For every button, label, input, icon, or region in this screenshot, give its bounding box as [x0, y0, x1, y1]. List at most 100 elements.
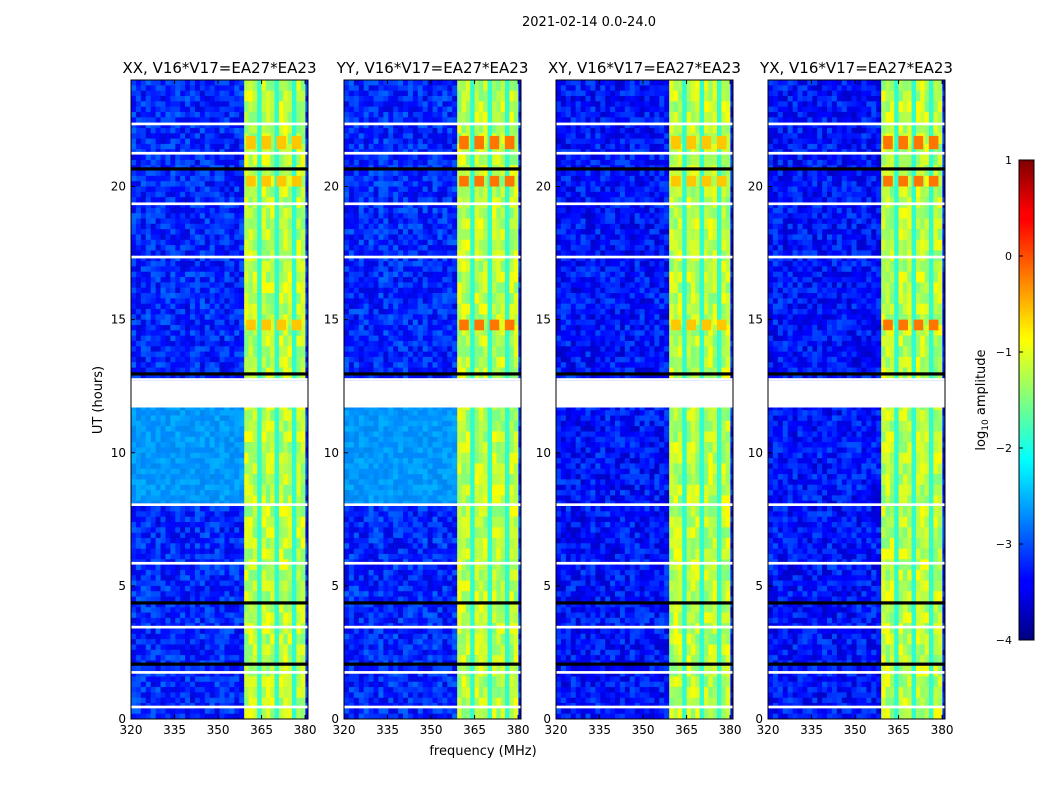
rfi-cell: [257, 410, 262, 422]
heatmap-cell: [140, 564, 147, 571]
heatmap-cell: [209, 106, 215, 113]
heatmap-cell: [219, 340, 225, 347]
heatmap-cell: [150, 521, 156, 528]
rfi-cell: [248, 186, 254, 198]
heatmap-cell: [145, 607, 151, 613]
heatmap-cell: [135, 372, 142, 379]
heatmap-cell: [190, 314, 196, 320]
heatmap-cell: [150, 516, 156, 523]
rfi-cell: [283, 207, 288, 219]
heatmap-cell: [145, 255, 151, 262]
heatmap-cell: [145, 372, 151, 379]
rfi-cell: [257, 708, 262, 720]
heatmap-cell: [239, 223, 245, 230]
heatmap-cell: [145, 170, 151, 177]
rfi-cell: [292, 261, 297, 272]
rfi-cell: [283, 548, 288, 560]
heatmap-cell: [214, 218, 220, 225]
heatmap-cell: [224, 596, 230, 603]
heatmap-cell: [155, 665, 161, 672]
heatmap-cell: [229, 101, 235, 107]
heatmap-cell: [219, 633, 225, 640]
heatmap-cell: [190, 692, 196, 698]
heatmap-cell: [135, 367, 142, 374]
heatmap-cell: [194, 95, 201, 102]
heatmap-cell: [175, 527, 181, 533]
heatmap-cell: [175, 612, 181, 619]
heatmap-cell: [170, 266, 176, 272]
heatmap-cell: [224, 516, 230, 523]
rfi-cell: [257, 314, 262, 326]
heatmap-cell: [224, 543, 230, 549]
heatmap-cell: [199, 234, 206, 241]
heatmap-cell: [214, 138, 220, 145]
heatmap-cell: [214, 527, 220, 533]
rfi-cell: [274, 612, 280, 624]
heatmap-cell: [209, 202, 215, 209]
heatmap-cell: [155, 713, 161, 720]
heatmap-cell: [150, 127, 156, 134]
heatmap-cell: [303, 181, 309, 187]
heatmap-cell: [190, 601, 196, 608]
heatmap-cell: [155, 649, 161, 656]
heatmap-cell: [185, 569, 191, 576]
heatmap-cell: [190, 543, 196, 549]
heatmap-cell: [140, 234, 147, 241]
heatmap-cell: [170, 649, 176, 656]
heatmap-cell: [150, 175, 156, 182]
rfi-cell: [257, 90, 262, 102]
heatmap-cell: [214, 532, 220, 539]
heatmap-cell: [229, 708, 235, 714]
heatmap-cell: [185, 639, 191, 645]
heatmap-cell: [150, 665, 156, 672]
heatmap-cell: [135, 713, 142, 720]
heatmap-cell: [229, 133, 235, 139]
rfi-cell: [287, 218, 293, 230]
heatmap-cell: [170, 106, 176, 113]
heatmap-cell: [160, 143, 166, 150]
heatmap-cell: [140, 596, 147, 603]
rfi-cell: [265, 580, 271, 592]
heatmap-cell: [209, 111, 215, 118]
heatmap-cell: [204, 85, 210, 91]
rfi-cell: [248, 676, 254, 688]
heatmap-cell: [150, 202, 156, 209]
heatmap-cell: [155, 223, 161, 230]
heatmap-cell: [214, 617, 220, 624]
heatmap-cell: [140, 516, 147, 523]
heatmap-cell: [180, 266, 186, 272]
rfi-cell: [283, 559, 288, 571]
heatmap-cell: [199, 319, 206, 326]
heatmap-cell: [175, 122, 181, 129]
heatmap-cell: [199, 607, 206, 613]
heatmap-cell: [303, 154, 309, 161]
rfi-cell: [261, 143, 267, 155]
heatmap-cell: [214, 575, 220, 581]
heatmap-cell: [150, 372, 156, 379]
rfi-cell: [278, 527, 284, 539]
heatmap-cell: [155, 591, 161, 597]
heatmap-cell: [155, 293, 161, 299]
heatmap-cell: [170, 521, 176, 528]
heatmap-cell: [303, 293, 309, 299]
heatmap-cell: [131, 95, 137, 102]
heatmap-cell: [145, 655, 151, 661]
heatmap-cell: [190, 239, 196, 246]
heatmap-cell: [131, 346, 137, 352]
heatmap-cell: [135, 340, 142, 347]
heatmap-cell: [170, 532, 176, 539]
heatmap-cell: [165, 239, 171, 246]
heatmap-cell: [234, 186, 240, 193]
heatmap-cell: [190, 591, 196, 597]
rfi-cell: [278, 676, 284, 688]
heatmap-cell: [219, 95, 225, 102]
heatmap-cell: [185, 308, 191, 315]
heatmap-cell: [145, 324, 151, 331]
heatmap-cell: [131, 287, 137, 294]
heatmap-cell: [150, 330, 156, 336]
rfi-cell: [283, 506, 288, 517]
heatmap-cell: [131, 181, 137, 187]
heatmap-cell: [145, 197, 151, 203]
heatmap-cell: [145, 234, 151, 241]
heatmap-cell: [194, 612, 201, 619]
